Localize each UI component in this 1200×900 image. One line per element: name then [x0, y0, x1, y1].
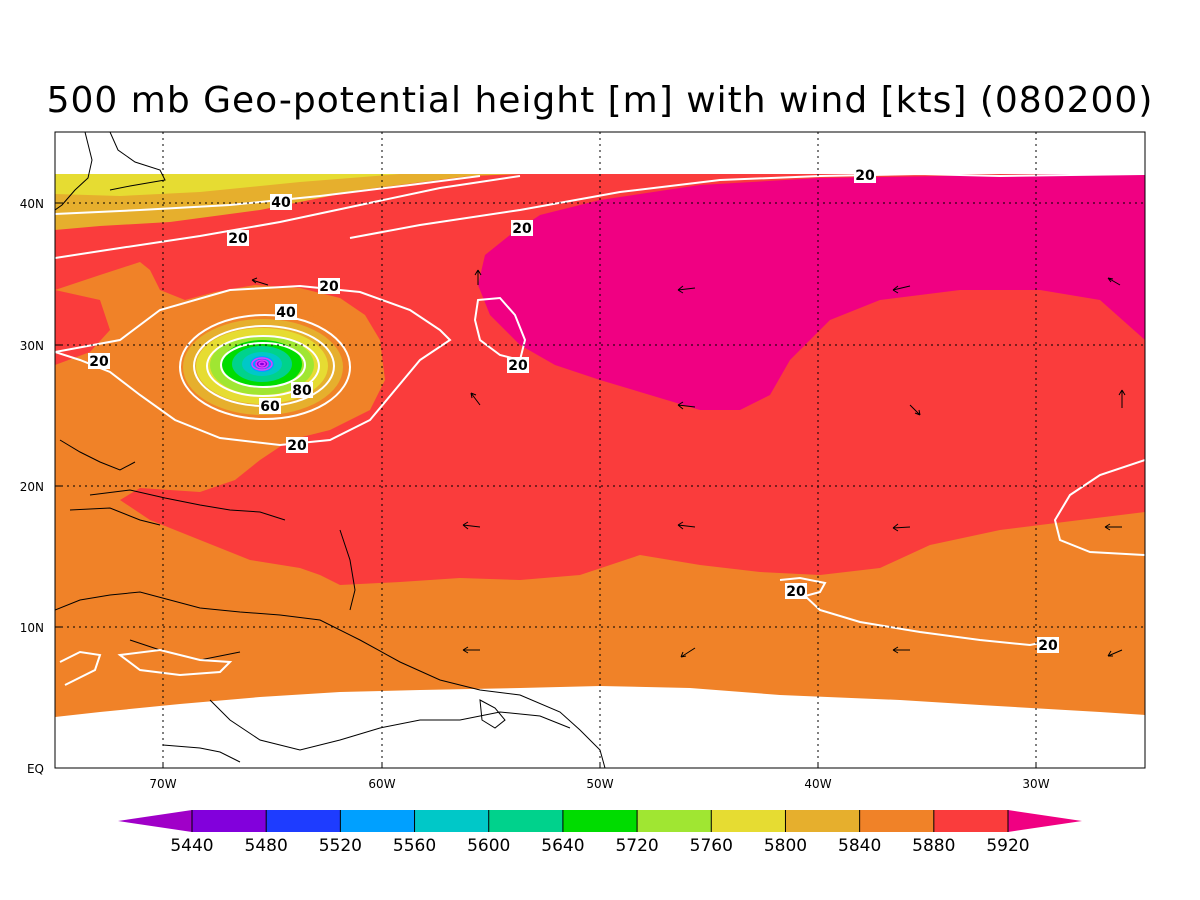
- colorbar-swatch: [859, 810, 935, 832]
- longitude-labels: 70W 60W 50W 40W 30W: [149, 777, 1049, 791]
- map-title: 500 mb Geo-potential height [m] with win…: [46, 80, 1154, 121]
- wind-speed-label: 20: [227, 230, 249, 247]
- lon-tick-label: 70W: [149, 777, 176, 791]
- wind-speed-label: 20: [286, 437, 308, 454]
- wind-speed-label: 80: [291, 382, 313, 399]
- wind-speed-label: 40: [270, 194, 292, 211]
- svg-text:40: 40: [276, 305, 296, 321]
- colorbar-level-label: 5760: [690, 836, 733, 856]
- lon-tick-label: 60W: [368, 777, 395, 791]
- grid-lines: [55, 132, 1145, 768]
- lat-tick-label: 20N: [20, 480, 44, 494]
- svg-text:40: 40: [271, 195, 291, 211]
- colorbar-level-label: 5600: [467, 836, 510, 856]
- colorbar-swatch: [414, 810, 490, 832]
- lon-tick-label: 50W: [586, 777, 613, 791]
- colorbar-level-label: 5520: [319, 836, 362, 856]
- colorbar-level-label: 5480: [245, 836, 288, 856]
- colorbar-swatch: [933, 810, 1009, 832]
- colorbar-min-triangle: [118, 810, 192, 832]
- svg-text:20: 20: [1038, 638, 1058, 654]
- svg-text:20: 20: [786, 584, 806, 600]
- coastlines: [55, 132, 606, 768]
- colorbar-max-triangle: [1008, 810, 1082, 832]
- colorbar-level-label: 5440: [170, 836, 213, 856]
- wind-speed-label: 40: [275, 304, 297, 321]
- colorbar-swatch: [562, 810, 638, 832]
- height-above-5920-region: [478, 174, 1145, 410]
- colorbar-swatch: [266, 810, 341, 832]
- colorbar: 5440 5480 5520 5560 5600 5640 5720 5760 5800 5840…: [118, 810, 1082, 856]
- colorbar-level-label: 5640: [541, 836, 584, 856]
- colorbar-swatch: [340, 810, 416, 832]
- colorbar-swatch: [488, 810, 564, 832]
- colorbar-level-label: 5800: [764, 836, 807, 856]
- colorbar-level-label: 5840: [838, 836, 881, 856]
- wind-speed-label: 20: [507, 357, 529, 374]
- lon-tick-label: 30W: [1022, 777, 1049, 791]
- wind-speed-label: 20: [1037, 637, 1059, 654]
- svg-text:20: 20: [512, 221, 532, 237]
- lon-tick-label: 40W: [804, 777, 831, 791]
- colorbar-level-label: 5920: [986, 836, 1029, 856]
- wind-speed-label: 20: [318, 278, 340, 295]
- colorbar-swatch: [711, 810, 786, 832]
- svg-text:80: 80: [292, 383, 312, 399]
- wind-speed-label: 60: [259, 398, 281, 415]
- svg-text:20: 20: [228, 231, 248, 247]
- wind-vectors: [251, 269, 1126, 658]
- lat-tick-label: 40N: [20, 197, 44, 211]
- svg-text:20: 20: [89, 354, 109, 370]
- svg-text:20: 20: [508, 358, 528, 374]
- svg-text:60: 60: [260, 399, 280, 415]
- latitude-labels: 40N 30N 20N 10N EQ: [20, 197, 44, 776]
- svg-text:20: 20: [855, 168, 875, 184]
- colorbar-level-label: 5720: [615, 836, 658, 856]
- wind-speed-label: 20: [854, 167, 876, 184]
- colorbar-swatch: [785, 810, 861, 832]
- wind-speed-label: 20: [511, 220, 533, 237]
- lat-tick-label: EQ: [27, 762, 44, 776]
- colorbar-swatch: [637, 810, 712, 832]
- svg-text:20: 20: [287, 438, 307, 454]
- lat-tick-label: 30N: [20, 339, 44, 353]
- lat-tick-label: 10N: [20, 621, 44, 635]
- colorbar-level-label: 5560: [393, 836, 436, 856]
- wind-speed-label: 20: [785, 583, 807, 600]
- svg-text:20: 20: [319, 279, 339, 295]
- wind-speed-labels: 40 20 20 20 40 20 20 80 60 20 20 20 20: [88, 167, 1059, 654]
- colorbar-swatch: [192, 810, 267, 832]
- height-5760-5800-region: [55, 174, 400, 196]
- colorbar-level-label: 5880: [912, 836, 955, 856]
- wind-speed-label: 20: [88, 353, 110, 370]
